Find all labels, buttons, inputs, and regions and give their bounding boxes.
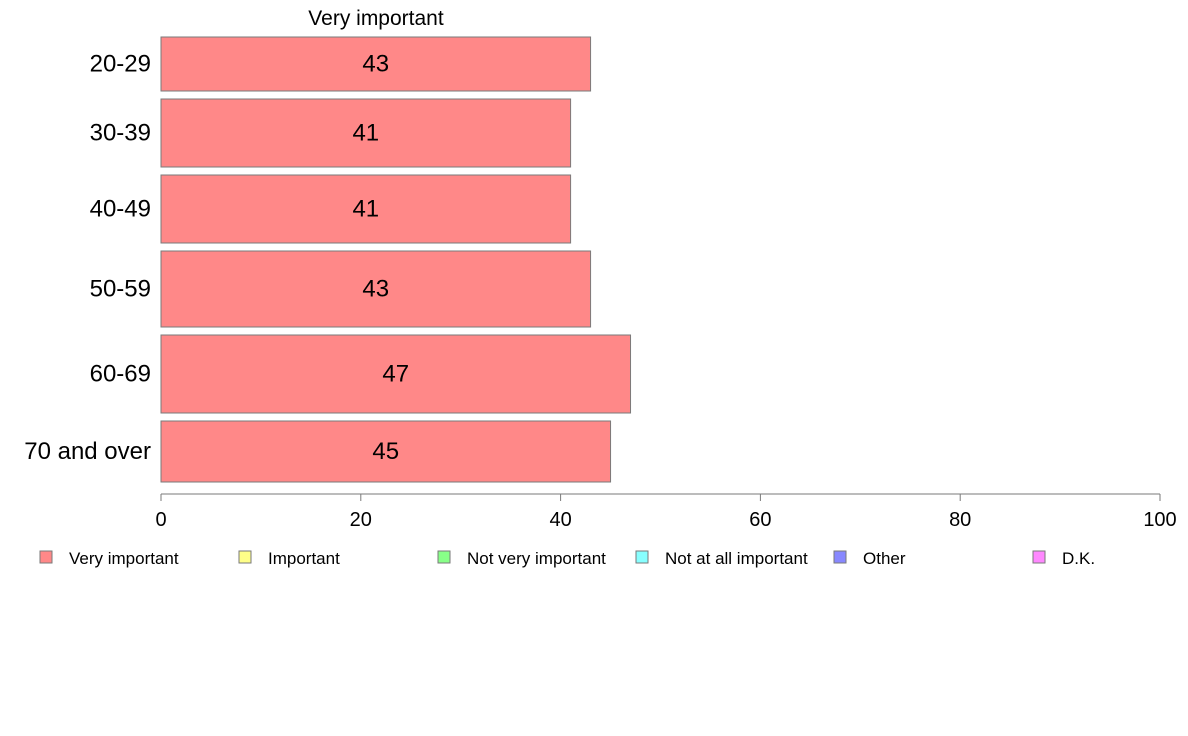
legend-swatch [39, 550, 53, 564]
legend-label: Other [863, 549, 906, 568]
legend-swatch [635, 550, 649, 564]
bar-40-49 [160, 174, 572, 244]
legend-label: Not at all important [665, 549, 808, 568]
x-tick-label: 100 [1143, 509, 1176, 531]
legend: Very important Important Not very importan… [39, 549, 1095, 568]
bars-group [160, 36, 632, 483]
bar-value-label: 43 [362, 276, 389, 303]
legend-swatch [238, 550, 252, 564]
legend-swatch [833, 550, 847, 564]
category-label: 60-69 [90, 361, 151, 388]
legend-swatch [1032, 550, 1046, 564]
category-label: 20-29 [90, 51, 151, 78]
x-tick-label: 0 [155, 509, 166, 531]
legend-label: Very important [69, 549, 179, 568]
category-label: 40-49 [90, 196, 151, 223]
category-label: 70 and over [24, 438, 151, 465]
legend-label: Not very important [467, 549, 606, 568]
x-axis: 0 20 40 60 80 100 [155, 493, 1177, 531]
bar-60-69 [160, 334, 632, 414]
category-label: 30-39 [90, 120, 151, 147]
bar-value-label: 47 [382, 361, 409, 388]
bar-50-59 [160, 250, 592, 328]
legend-label: Important [268, 549, 340, 568]
category-labels-group: 20-29 30-39 40-49 50-59 60-69 70 and over [24, 51, 151, 466]
bar-labels-group: 43 41 41 43 47 45 [352, 51, 409, 466]
chart-title: Very important [308, 7, 444, 30]
legend-label: D.K. [1062, 549, 1095, 568]
x-tick-label: 80 [949, 509, 971, 531]
bar-70-and-over [160, 420, 612, 483]
bar-30-39 [160, 98, 572, 168]
bar-value-label: 41 [352, 196, 379, 223]
category-label: 50-59 [90, 276, 151, 303]
legend-swatch [437, 550, 451, 564]
bar-value-label: 45 [372, 438, 399, 465]
bar-value-label: 43 [362, 51, 389, 78]
x-tick-label: 20 [350, 509, 372, 531]
bar-20-29 [160, 36, 592, 92]
x-tick-label: 60 [749, 509, 771, 531]
x-tick-label: 40 [549, 509, 571, 531]
bar-value-label: 41 [352, 120, 379, 147]
